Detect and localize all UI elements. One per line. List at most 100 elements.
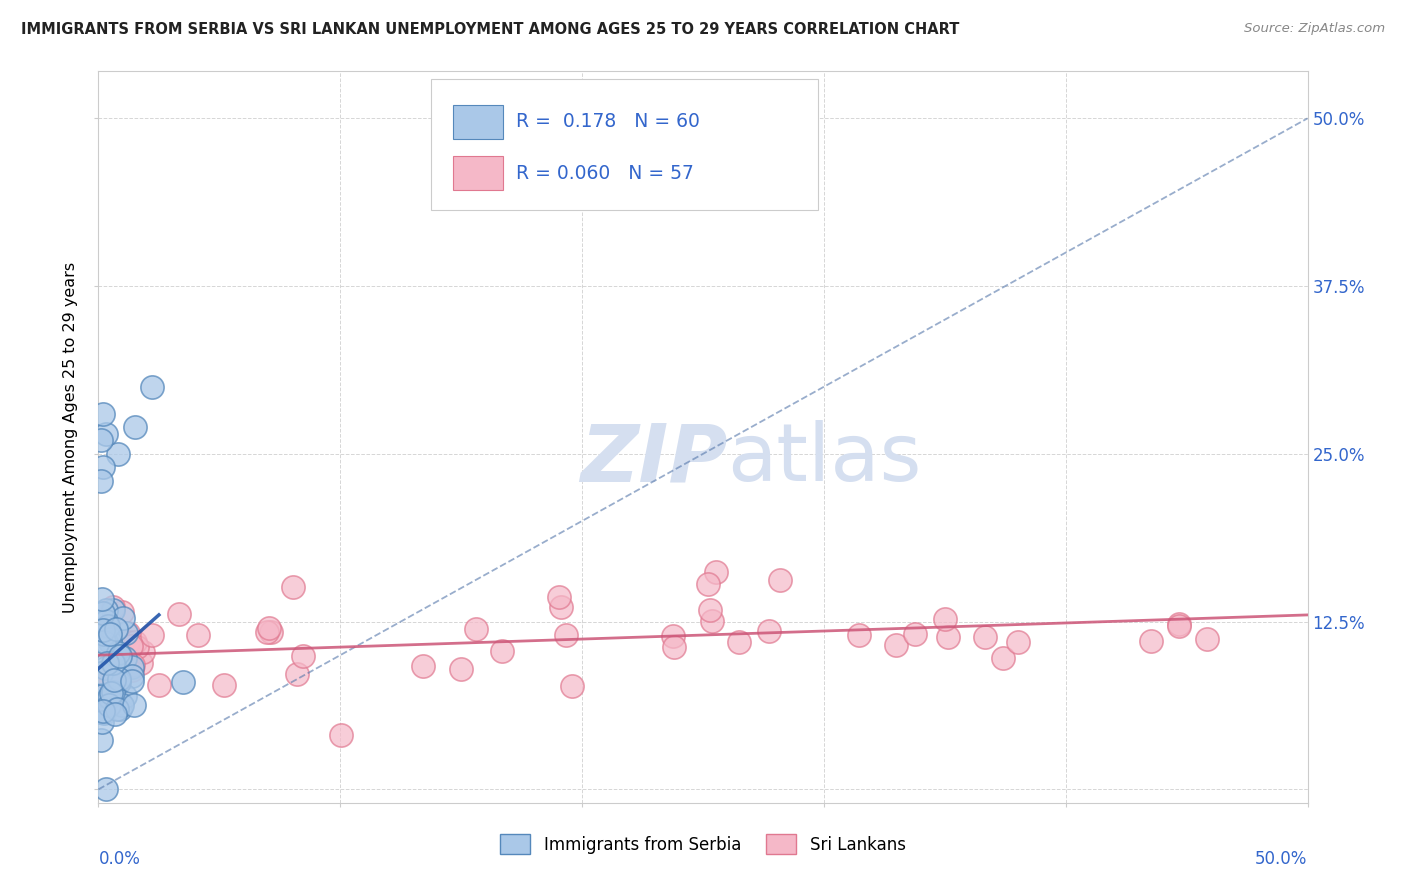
Sri Lankans: [117, 634, 139, 648]
Sri Lankans: [111, 605, 134, 619]
Immigrants from Serbia: [114, 651, 136, 665]
Immigrants from Serbia: [124, 420, 146, 434]
Immigrants from Serbia: [90, 474, 112, 488]
Immigrants from Serbia: [93, 626, 115, 640]
Immigrants from Serbia: [105, 702, 128, 716]
Sri Lankans: [904, 627, 927, 641]
Sri Lankans: [285, 667, 308, 681]
Immigrants from Serbia: [121, 669, 143, 683]
Sri Lankans: [548, 590, 571, 604]
Immigrants from Serbia: [91, 591, 114, 606]
Sri Lankans: [884, 638, 907, 652]
Sri Lankans: [283, 580, 305, 594]
Immigrants from Serbia: [121, 674, 143, 689]
Immigrants from Serbia: [122, 698, 145, 712]
Sri Lankans: [974, 630, 997, 644]
Sri Lankans: [662, 640, 685, 654]
Immigrants from Serbia: [108, 648, 131, 663]
FancyBboxPatch shape: [453, 156, 503, 190]
Text: Source: ZipAtlas.com: Source: ZipAtlas.com: [1244, 22, 1385, 36]
Sri Lankans: [260, 624, 283, 639]
Sri Lankans: [117, 626, 139, 640]
Sri Lankans: [187, 628, 209, 642]
Sri Lankans: [132, 645, 155, 659]
Sri Lankans: [257, 621, 280, 635]
Sri Lankans: [700, 614, 723, 628]
Immigrants from Serbia: [100, 686, 122, 700]
Sri Lankans: [120, 640, 142, 654]
Immigrants from Serbia: [108, 672, 131, 686]
Immigrants from Serbia: [100, 627, 122, 641]
Immigrants from Serbia: [121, 660, 143, 674]
Sri Lankans: [1168, 619, 1191, 633]
Immigrants from Serbia: [97, 619, 120, 633]
Sri Lankans: [112, 656, 135, 670]
Sri Lankans: [450, 662, 472, 676]
Immigrants from Serbia: [91, 623, 114, 637]
Immigrants from Serbia: [96, 603, 118, 617]
Text: 50.0%: 50.0%: [1256, 850, 1308, 868]
Text: IMMIGRANTS FROM SERBIA VS SRI LANKAN UNEMPLOYMENT AMONG AGES 25 TO 29 YEARS CORR: IMMIGRANTS FROM SERBIA VS SRI LANKAN UNE…: [21, 22, 959, 37]
Immigrants from Serbia: [93, 606, 115, 620]
Sri Lankans: [1195, 632, 1218, 646]
Sri Lankans: [124, 635, 146, 649]
Immigrants from Serbia: [96, 614, 118, 628]
Sri Lankans: [121, 663, 143, 677]
Immigrants from Serbia: [90, 689, 112, 703]
Text: 0.0%: 0.0%: [98, 850, 141, 868]
Immigrants from Serbia: [91, 407, 114, 421]
Immigrants from Serbia: [98, 690, 121, 704]
Sri Lankans: [103, 663, 125, 677]
Immigrants from Serbia: [90, 665, 112, 680]
FancyBboxPatch shape: [432, 78, 818, 211]
Sri Lankans: [127, 640, 149, 654]
Immigrants from Serbia: [91, 704, 114, 718]
Immigrants from Serbia: [98, 632, 121, 646]
Sri Lankans: [1167, 616, 1189, 631]
Immigrants from Serbia: [108, 675, 131, 690]
Sri Lankans: [141, 628, 163, 642]
Immigrants from Serbia: [90, 732, 112, 747]
Immigrants from Serbia: [103, 655, 125, 669]
FancyBboxPatch shape: [453, 105, 503, 138]
Immigrants from Serbia: [141, 380, 163, 394]
Sri Lankans: [561, 679, 583, 693]
Sri Lankans: [491, 644, 513, 658]
Sri Lankans: [1007, 635, 1029, 649]
Sri Lankans: [934, 612, 956, 626]
Sri Lankans: [936, 631, 959, 645]
Immigrants from Serbia: [103, 684, 125, 698]
Immigrants from Serbia: [111, 698, 134, 713]
Immigrants from Serbia: [111, 611, 134, 625]
Sri Lankans: [848, 628, 870, 642]
Sri Lankans: [993, 651, 1015, 665]
Sri Lankans: [110, 663, 132, 677]
Immigrants from Serbia: [103, 673, 125, 687]
Sri Lankans: [699, 603, 721, 617]
Immigrants from Serbia: [91, 625, 114, 640]
Sri Lankans: [212, 678, 235, 692]
Immigrants from Serbia: [91, 715, 114, 730]
Immigrants from Serbia: [90, 705, 112, 719]
Immigrants from Serbia: [105, 622, 128, 636]
Immigrants from Serbia: [108, 697, 131, 711]
Immigrants from Serbia: [94, 660, 117, 674]
Sri Lankans: [1140, 634, 1163, 648]
Immigrants from Serbia: [94, 782, 117, 797]
Text: R =  0.178   N = 60: R = 0.178 N = 60: [516, 112, 699, 131]
Text: atlas: atlas: [727, 420, 921, 498]
Immigrants from Serbia: [98, 635, 121, 649]
Sri Lankans: [704, 565, 727, 579]
Sri Lankans: [292, 648, 315, 663]
Immigrants from Serbia: [107, 646, 129, 660]
Text: R = 0.060   N = 57: R = 0.060 N = 57: [516, 163, 693, 183]
Immigrants from Serbia: [90, 623, 112, 637]
Sri Lankans: [769, 573, 792, 587]
Immigrants from Serbia: [103, 656, 125, 670]
Sri Lankans: [662, 629, 685, 643]
Legend: Immigrants from Serbia, Sri Lankans: Immigrants from Serbia, Sri Lankans: [494, 828, 912, 860]
Y-axis label: Unemployment Among Ages 25 to 29 years: Unemployment Among Ages 25 to 29 years: [63, 261, 79, 613]
Sri Lankans: [758, 624, 780, 638]
Sri Lankans: [330, 728, 353, 742]
Immigrants from Serbia: [96, 634, 118, 648]
